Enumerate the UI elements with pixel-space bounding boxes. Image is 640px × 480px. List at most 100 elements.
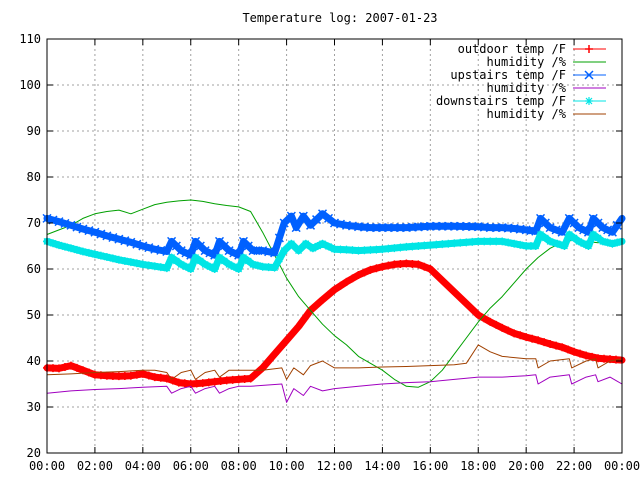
series-point (162, 264, 171, 273)
legend-label: upstairs temp /F (450, 68, 566, 82)
series-point (300, 314, 309, 323)
series-point (246, 374, 255, 383)
y-tick-label: 110 (19, 32, 41, 46)
series-point (584, 242, 593, 250)
x-tick-label: 16:00 (412, 459, 448, 473)
series-point (444, 239, 453, 248)
series-0 (43, 259, 626, 388)
series-point (205, 262, 214, 271)
series-point (498, 323, 507, 332)
series-point (108, 254, 117, 263)
series-point (546, 237, 555, 246)
x-tick-label: 12:00 (316, 459, 352, 473)
series-point (156, 263, 165, 272)
series-line (46, 199, 623, 388)
series-point (150, 262, 159, 271)
series-point (205, 248, 215, 258)
series-point (432, 270, 441, 279)
series-point (225, 260, 234, 269)
series-point (336, 281, 345, 290)
series-point (516, 240, 525, 249)
series-point (279, 218, 289, 228)
series-point (224, 246, 234, 256)
x-tick-label: 08:00 (221, 459, 257, 473)
series-point (294, 322, 303, 331)
series-point (318, 239, 327, 248)
series-line (46, 344, 623, 380)
series-point (574, 237, 583, 246)
series-point (181, 262, 190, 271)
plot-area (42, 199, 626, 403)
series-point (396, 243, 405, 252)
series-point (282, 336, 291, 345)
series-point (264, 357, 273, 365)
series-2 (42, 209, 626, 260)
series-point (438, 240, 447, 249)
series-point (468, 305, 477, 314)
series-point (390, 244, 399, 253)
series-point (528, 334, 537, 343)
series-point (270, 263, 279, 272)
series-point (200, 246, 210, 256)
series-point (72, 363, 81, 372)
series-point (432, 240, 441, 249)
series-point (474, 311, 483, 319)
series-point (426, 241, 435, 250)
series-line (46, 374, 623, 403)
legend-label: downstairs temp /F (436, 94, 566, 108)
series-point (138, 369, 147, 378)
series-point (126, 258, 135, 267)
series-point (360, 246, 369, 255)
x-axis-tick-labels: 00:00 02:00 04:00 06:00 08:00 10:00 12:00 14:00… (29, 459, 640, 473)
x-tick-label: 18:00 (460, 459, 496, 473)
series-point (576, 349, 585, 358)
series-point (201, 260, 210, 269)
x-tick-label: 00:00 (29, 459, 65, 473)
series-point (177, 260, 186, 269)
series-point (181, 248, 191, 258)
series-point (287, 239, 296, 248)
series-point (342, 245, 351, 254)
series-point (54, 364, 63, 373)
series-point (366, 245, 375, 254)
y-tick-label: 20 (27, 446, 41, 460)
series-point (372, 245, 381, 254)
series-point (324, 290, 333, 299)
series-point (330, 285, 339, 294)
series-point (603, 225, 613, 235)
series-point (301, 239, 310, 248)
series-point (366, 265, 375, 274)
series-point (498, 237, 507, 246)
series-point (191, 253, 200, 262)
series-point (264, 263, 273, 272)
series-point (560, 242, 569, 250)
series-point (66, 361, 75, 370)
series-point (504, 326, 513, 335)
series-point (504, 238, 513, 247)
chart-title: Temperature log: 2007-01-23 (242, 11, 437, 25)
series-point (598, 237, 607, 246)
series-point (336, 245, 345, 254)
series-4 (43, 230, 626, 273)
legend-marker (585, 45, 593, 53)
series-point (96, 229, 106, 239)
series-point (54, 241, 63, 250)
series-point (308, 244, 317, 253)
series-point (426, 265, 435, 273)
series-point (486, 317, 495, 326)
legend-label: humidity /% (487, 81, 567, 95)
series-5 (46, 344, 623, 380)
series-point (598, 223, 608, 233)
x-tick-label: 06:00 (173, 459, 209, 473)
series-point (468, 237, 477, 246)
series-point (286, 211, 296, 221)
series-point (348, 246, 357, 255)
series-point (298, 211, 308, 221)
y-tick-label: 90 (27, 124, 41, 138)
series-point (384, 244, 393, 253)
series-point (220, 256, 229, 265)
series-point (66, 244, 75, 253)
series-point (579, 239, 588, 248)
y-tick-label: 60 (27, 262, 41, 276)
series-point (378, 245, 387, 254)
